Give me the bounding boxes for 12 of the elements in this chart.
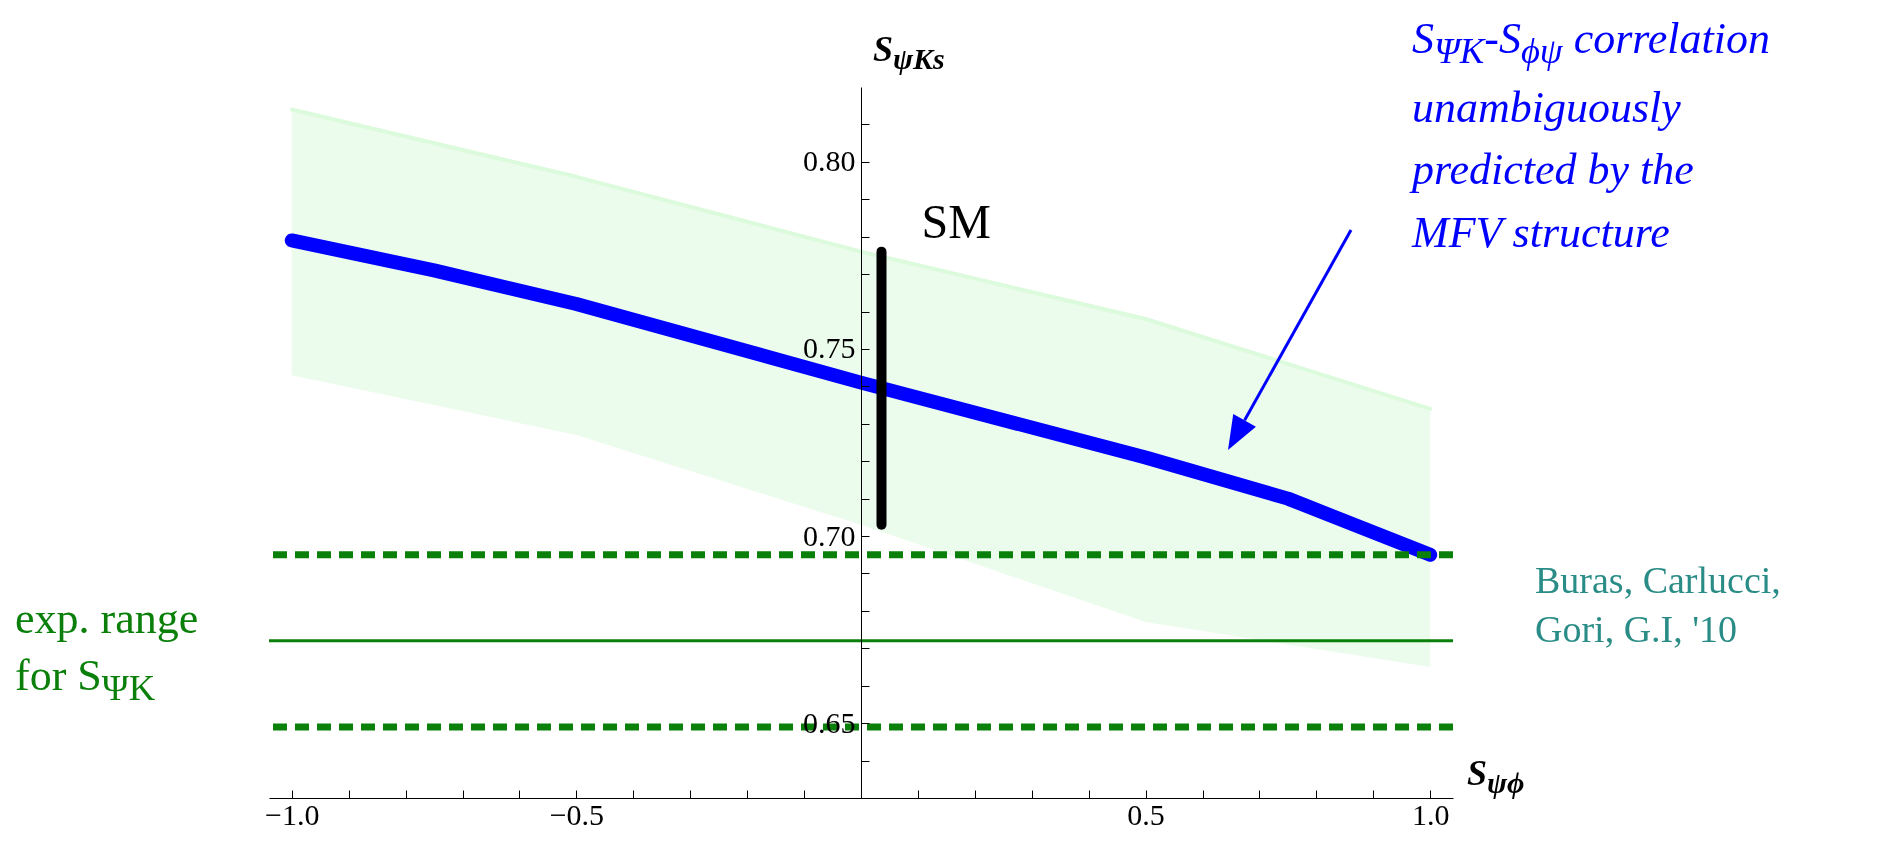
- y-tick-label: 0.75: [803, 331, 856, 365]
- text: exp. range for S$_{ΨK}$: [15, 593, 199, 710]
- text: Buras, Carlucci, Gori, G.I, '10: [1535, 558, 1781, 653]
- annotation: SM: [921, 194, 991, 249]
- y-axis-title: S$_{ψKs}$: [873, 28, 945, 77]
- x-tick-label: 0.5: [1127, 797, 1165, 831]
- x-tick-label: −1.0: [265, 797, 320, 831]
- y-tick-label: 0.80: [803, 144, 856, 178]
- y-tick-label: 0.70: [803, 518, 856, 552]
- x-axis-title: S$_{ψϕ}$: [1467, 752, 1525, 801]
- x-tick-label: −0.5: [549, 797, 605, 831]
- x-tick-label: 1.0: [1411, 797, 1450, 831]
